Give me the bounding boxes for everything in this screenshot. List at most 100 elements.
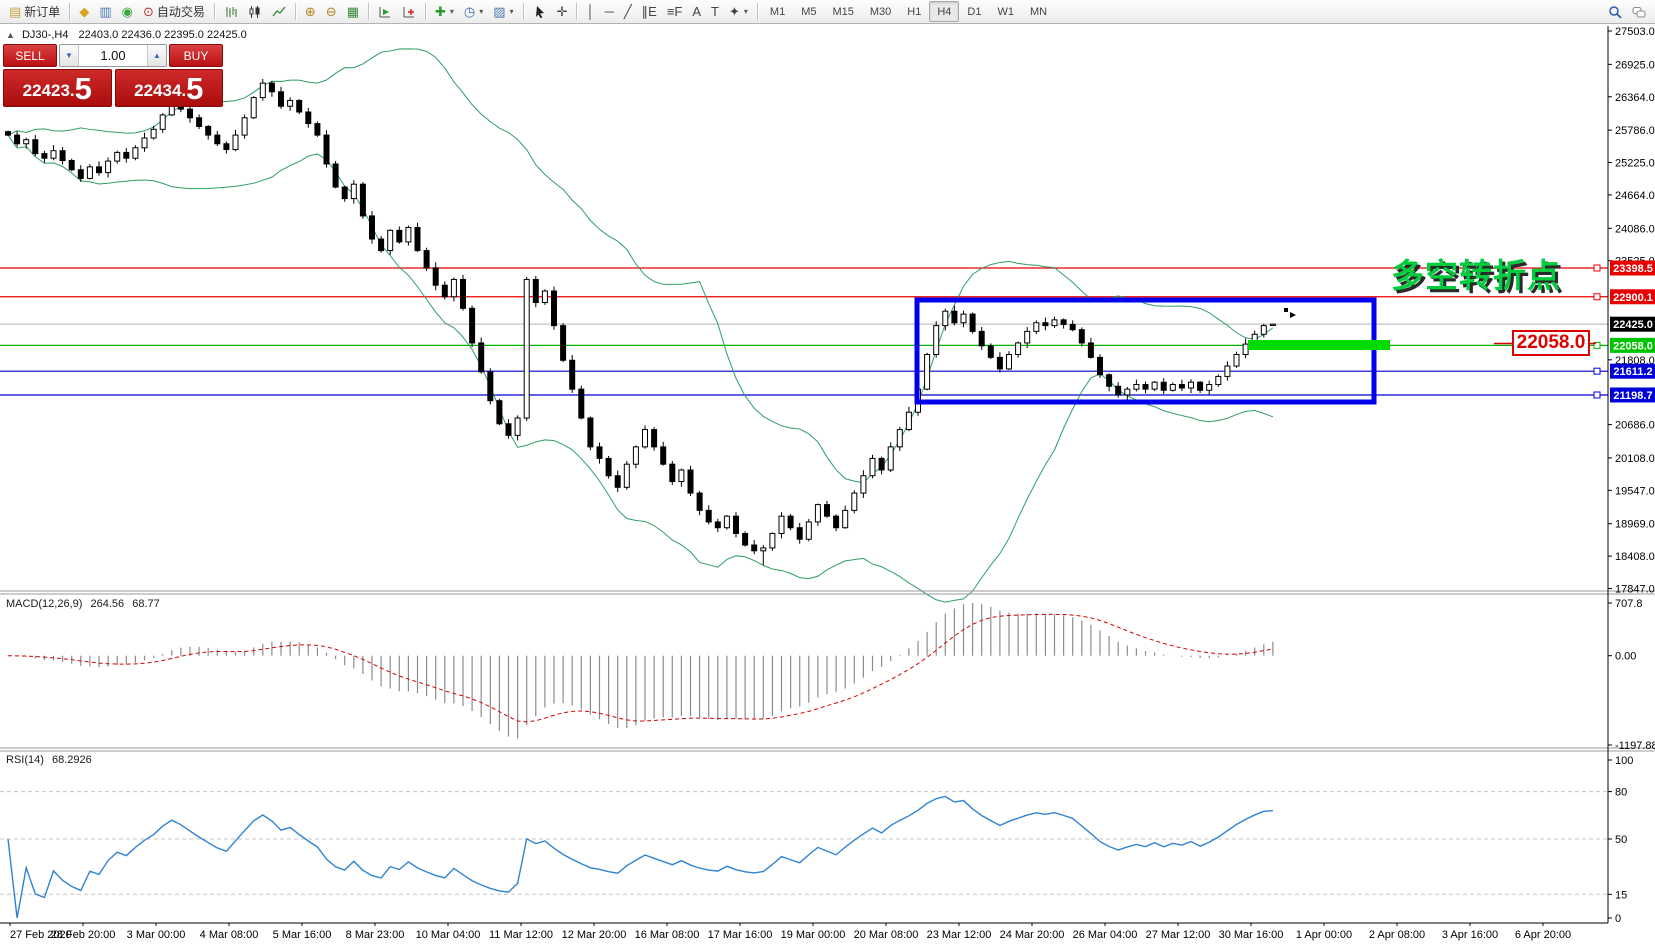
channel-tool[interactable]: ∥E <box>637 0 662 23</box>
volume-input[interactable]: 1.00 <box>100 48 126 63</box>
zoom-out-button-glyph: ⊖ <box>325 4 337 19</box>
terminal-icon[interactable]: ▥ <box>94 0 116 23</box>
buy-price-button[interactable]: 22434. 5 <box>114 69 223 107</box>
price-level-lines[interactable] <box>0 264 1608 399</box>
vertical-line-tool[interactable]: │ <box>581 0 599 23</box>
new-order-button[interactable]: ▤ 新订单 <box>4 0 65 23</box>
toolbar-separator <box>424 3 426 20</box>
scroll-icon <box>403 6 414 17</box>
crosshair-tool-button[interactable]: ✛ <box>552 0 573 23</box>
line-chart-button[interactable] <box>267 0 291 23</box>
price-level-label: 21198.7 <box>1613 390 1652 402</box>
axis-tick-label: 27503.0 <box>1615 26 1655 38</box>
price-level-label: 23398.5 <box>1613 263 1653 275</box>
timeframe-h1-button[interactable]: H1 <box>907 5 922 18</box>
time-axis-label: 23 Mar 12:00 <box>927 929 992 941</box>
fibonacci-tool[interactable]: ≡F <box>662 0 688 23</box>
connection-icon-glyph: ◉ <box>121 4 133 19</box>
trendline-tool-glyph: ╱ <box>623 4 632 19</box>
chart-shift-button[interactable] <box>373 0 397 23</box>
period-button[interactable]: ◷ ▾ <box>459 0 488 23</box>
timeframe-w1-button[interactable]: W1 <box>997 5 1014 18</box>
toolbar-separator <box>69 3 71 20</box>
tile-windows-button[interactable]: ▦ <box>342 0 364 23</box>
toolbar: ▤ 新订单 ◆ ▥ ◉ ⊙ 自动交易 ⊕ ⊖ ▦ ✚ ▾ ◷ ▾ ▨ ▾ ✛ │ ─ ╱ ∥E ≡F A T ✦ ▾ M1 M5 M15… <box>0 0 1655 24</box>
price-level-label: 22900.1 <box>1613 292 1653 304</box>
price-axis: 27503.0 26925.0 26364.0 25786.0 25225.0 24664… <box>0 26 1655 925</box>
buy-price-pips: 5 <box>186 71 204 106</box>
turning-point-annotation[interactable]: 多空转折点 <box>1391 257 1561 294</box>
rsi-pane <box>7 795 1273 919</box>
time-axis-label: 27 Feb 2020 <box>10 929 72 941</box>
axis-tick-label: 15 <box>1615 889 1627 901</box>
search-button[interactable] <box>1603 0 1627 23</box>
time-axis-label: 28 Feb 20:00 <box>51 929 116 941</box>
buy-button[interactable]: BUY <box>169 44 223 67</box>
axis-tick-label: 18408.0 <box>1615 551 1655 563</box>
axis-tick-label: 50 <box>1615 834 1627 846</box>
timeframe-m15-button[interactable]: M15 <box>832 5 854 18</box>
toolbar-separator <box>294 3 296 20</box>
candlestick-series <box>5 78 1276 566</box>
time-axis-label: 20 Mar 08:00 <box>854 929 919 941</box>
text-tool-glyph: A <box>692 4 702 19</box>
text-tool[interactable]: A <box>687 0 706 23</box>
trendline-tool[interactable]: ╱ <box>619 0 637 23</box>
axis-tick-label: 0.00 <box>1615 651 1636 663</box>
candlestick-chart-button[interactable] <box>243 0 267 23</box>
horizontal-line-tool[interactable]: ─ <box>600 0 619 23</box>
sell-price-button[interactable]: 22423. 5 <box>3 69 112 107</box>
bar-chart-button[interactable] <box>219 0 243 23</box>
timeframe-mn-button[interactable]: MN <box>1029 5 1048 18</box>
time-axis-label: 24 Mar 20:00 <box>1000 929 1065 941</box>
zoom-out-button[interactable]: ⊖ <box>321 0 342 23</box>
time-axis-label: 27 Mar 12:00 <box>1146 929 1211 941</box>
zoom-in-button[interactable]: ⊕ <box>300 0 321 23</box>
cursor-icon <box>535 5 544 18</box>
time-axis-label: 3 Apr 16:00 <box>1442 929 1498 941</box>
price-level-labels: 23398.5 22900.1 22425.0 22058.0 21611.2 21198… <box>1610 260 1655 403</box>
chart-title: ▲ DJ30-,H4 22403.0 22436.0 22395.0 22425… <box>6 29 247 41</box>
sell-button[interactable]: SELL <box>3 44 57 67</box>
price-box-annotation[interactable]: 22058.0 <box>1512 330 1590 356</box>
axis-tick-label: 25786.0 <box>1615 125 1655 137</box>
axis-tick-label: 0 <box>1615 913 1621 925</box>
label-tool[interactable]: T <box>706 0 724 23</box>
timeframe-m5-button[interactable]: M5 <box>801 5 817 18</box>
cursor-tool-button[interactable] <box>528 0 552 23</box>
autotrading-button-label: 自动交易 <box>156 5 205 19</box>
toolbar-separator <box>367 3 369 20</box>
add-indicator-button[interactable]: ✚ ▾ <box>430 0 459 23</box>
axis-tick-label: 24086.0 <box>1615 223 1655 235</box>
arrows-tool[interactable]: ✦ ▾ <box>724 0 753 23</box>
blue-rectangle-annotation[interactable] <box>914 297 1377 405</box>
autotrading-button[interactable]: ⊙ 自动交易 <box>138 0 210 23</box>
caret-down-icon: ▾ <box>479 7 484 16</box>
toolbar-separator <box>522 3 524 20</box>
template-button-glyph: ▨ <box>493 4 506 19</box>
green-bar-annotation[interactable] <box>1248 340 1390 350</box>
timeframe-d1-button[interactable]: D1 <box>967 5 982 18</box>
navigator-icon[interactable]: ◆ <box>74 0 94 23</box>
macd-name: MACD(12,26,9) <box>6 598 83 610</box>
connection-icon[interactable]: ◉ <box>117 0 138 23</box>
axis-tick-label: 26364.0 <box>1615 92 1655 104</box>
time-axis-label: 3 Mar 00:00 <box>127 929 186 941</box>
navigator-icon-glyph: ◆ <box>79 4 90 19</box>
volume-stepper: ▼ 1.00 ▲ <box>59 44 167 67</box>
volume-increase-button[interactable]: ▲ <box>147 45 166 66</box>
time-axis-label: 10 Mar 04:00 <box>416 929 481 941</box>
vertical-line-tool-glyph: │ <box>586 4 595 19</box>
rsi-level-lines <box>0 791 1608 895</box>
auto-scroll-button[interactable] <box>397 0 421 23</box>
chat-button[interactable] <box>1627 0 1651 23</box>
template-button[interactable]: ▨ ▾ <box>488 0 518 23</box>
chat-icon <box>1632 6 1646 17</box>
axis-tick-label: 100 <box>1615 755 1633 767</box>
collapse-arrow-icon[interactable]: ▲ <box>6 30 15 40</box>
timeframe-h4-button[interactable]: H4 <box>929 1 960 22</box>
volume-decrease-button[interactable]: ▼ <box>60 45 79 66</box>
timeframe-m30-button[interactable]: M30 <box>869 5 892 18</box>
timeframe-m1-button[interactable]: M1 <box>769 5 786 18</box>
